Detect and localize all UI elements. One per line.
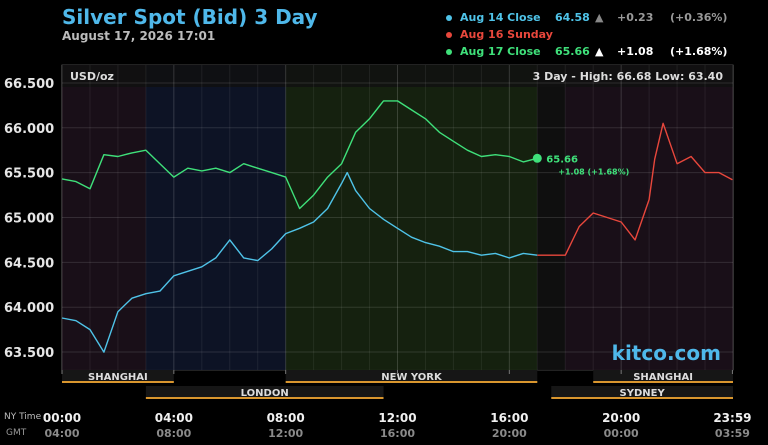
x-tick-label-ny: 04:00	[155, 411, 193, 425]
y-tick-label: 66.500	[4, 77, 54, 92]
last-value-label: 65.66	[546, 154, 578, 165]
session-shade	[285, 65, 538, 370]
legend-dot	[446, 49, 452, 55]
x-tick-label-gmt: 04:00	[44, 427, 79, 440]
legend-dot	[446, 15, 452, 21]
legend-label: Aug 16 Sunday	[460, 28, 553, 41]
x-tick-label-ny: 16:00	[490, 411, 528, 425]
range-label: 3 Day - High: 66.68 Low: 63.40	[533, 70, 724, 83]
session-shade	[62, 65, 146, 370]
legend-change: +0.23	[617, 11, 654, 24]
y-tick-label: 65.500	[4, 167, 54, 182]
x-tick-label-gmt: 08:00	[156, 427, 191, 440]
session-label-bg	[593, 370, 733, 382]
legend-dot	[446, 32, 452, 38]
session-label: SHANGHAI	[633, 372, 693, 383]
x-tick-label-gmt: 16:00	[380, 427, 415, 440]
x-tick-label-gmt: 20:00	[492, 427, 527, 440]
x-tick-label-ny: 08:00	[267, 411, 305, 425]
plot-header-strip	[62, 65, 733, 87]
series-line-1	[537, 122, 733, 256]
series-line-0	[61, 171, 538, 353]
session-label-bg	[285, 370, 538, 382]
last-change-label: +1.08 (+1.68%)	[558, 167, 629, 176]
last-value-marker	[532, 153, 542, 163]
legend-pct: (+1.68%)	[670, 45, 728, 58]
x-tick-label-ny: 12:00	[378, 411, 416, 425]
session-label: SHANGHAI	[88, 372, 148, 383]
gmt-label: GMT	[6, 428, 27, 438]
x-tick-label-gmt: 03:59	[715, 427, 750, 440]
session-shade	[537, 65, 566, 370]
x-tick-label-gmt: 12:00	[268, 427, 303, 440]
y-tick-label: 65.000	[4, 212, 54, 227]
unit-label: USD/oz	[70, 70, 114, 83]
session-label-bg	[145, 386, 384, 398]
x-tick-label-gmt: 00:00	[604, 427, 639, 440]
legend-label: Aug 14 Close	[460, 11, 541, 24]
ny-time-label: NY Time	[4, 412, 42, 422]
series-line-2	[61, 100, 538, 210]
y-tick-label: 66.000	[4, 122, 54, 137]
chart-timestamp: August 17, 2026 17:01	[62, 29, 216, 43]
legend-arrow: ▲	[595, 45, 604, 58]
legend-label: Aug 17 Close	[460, 45, 541, 58]
legend-arrow: ▲	[595, 11, 604, 24]
y-tick-label: 64.000	[4, 301, 54, 316]
x-tick-label-ny: 20:00	[602, 411, 640, 425]
session-label: SYDNEY	[620, 388, 666, 399]
y-tick-label: 64.500	[4, 256, 54, 271]
session-label-bg	[62, 370, 174, 382]
session-shade	[145, 65, 286, 370]
legend-change: +1.08	[617, 45, 654, 58]
legend-value: 65.66	[555, 45, 590, 58]
chart-title: Silver Spot (Bid) 3 Day	[62, 5, 318, 29]
y-tick-label: 63.500	[4, 346, 54, 361]
x-tick-label-ny: 23:59	[713, 411, 751, 425]
watermark: kitco.com	[612, 341, 721, 365]
session-label-bg	[551, 386, 733, 398]
legend-value: 64.58	[555, 11, 590, 24]
session-shade	[565, 65, 733, 370]
legend-pct: (+0.36%)	[670, 11, 728, 24]
x-tick-label-ny: 00:00	[43, 411, 81, 425]
session-label: NEW YORK	[381, 372, 443, 383]
session-label: LONDON	[241, 388, 289, 399]
